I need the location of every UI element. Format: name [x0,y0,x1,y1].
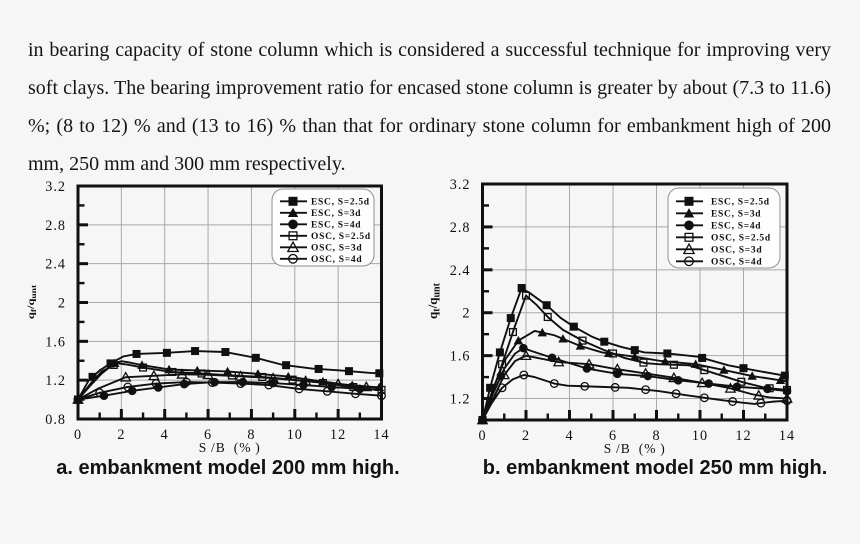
svg-text:8: 8 [247,427,255,443]
svg-text:2: 2 [462,306,470,322]
svg-text:ESC, S=3d: ESC, S=3d [711,210,761,220]
svg-text:1.2: 1.2 [450,392,471,408]
svg-text:6: 6 [609,428,617,444]
svg-text:ESC, S=4d: ESC, S=4d [711,222,761,232]
svg-text:qt/qunt: qt/qunt [425,282,443,319]
svg-text:OSC, S=2.5d: OSC, S=2.5d [711,234,771,244]
svg-text:10: 10 [692,428,708,444]
svg-text:OSC, S=4d: OSC, S=4d [311,255,362,265]
svg-text:ESC, S=2.5d: ESC, S=2.5d [711,198,770,208]
svg-text:12: 12 [735,428,751,444]
svg-text:3.2: 3.2 [450,177,471,193]
svg-text:OSC, S=3d: OSC, S=3d [311,244,362,254]
svg-text:2.4: 2.4 [450,263,471,279]
svg-text:b. embankment model 250 mm hig: b. embankment model 250 mm high. [483,457,828,479]
svg-text:0: 0 [74,427,82,443]
svg-text:14: 14 [779,428,795,444]
svg-text:OSC, S=3d: OSC, S=3d [711,246,762,256]
svg-text:12: 12 [330,427,346,443]
svg-text:4: 4 [565,428,573,444]
svg-text:2: 2 [522,428,530,444]
svg-text:0.8: 0.8 [45,412,66,428]
svg-text:1.2: 1.2 [45,373,66,389]
svg-text:2: 2 [117,427,125,443]
svg-text:OSC, S=2.5d: OSC, S=2.5d [311,232,371,242]
svg-text:10: 10 [287,427,303,443]
svg-text:S /B (% ): S /B (% ) [604,441,666,456]
svg-text:a. embankment model 200 mm hig: a. embankment model 200 mm high. [56,457,399,479]
svg-text:2.4: 2.4 [45,257,66,273]
svg-text:3.2: 3.2 [45,179,66,195]
svg-text:ESC, S=3d: ESC, S=3d [311,209,361,219]
svg-text:14: 14 [373,427,389,443]
svg-text:6: 6 [204,427,212,443]
svg-text:qf/qunt: qf/qunt [27,285,38,320]
svg-text:1.6: 1.6 [45,334,66,350]
svg-text:ESC, S=4d: ESC, S=4d [311,221,361,231]
svg-text:1.6: 1.6 [450,349,471,365]
svg-text:S /B (% ): S /B (% ) [199,440,261,455]
svg-text:2.8: 2.8 [45,218,66,234]
svg-text:ESC, S=2.5d: ESC, S=2.5d [311,198,370,208]
svg-text:2: 2 [58,296,66,312]
svg-text:OSC, S=4d: OSC, S=4d [711,258,762,268]
svg-text:8: 8 [652,428,660,444]
svg-text:2.8: 2.8 [450,220,471,236]
svg-text:4: 4 [161,427,169,443]
svg-text:0: 0 [478,428,486,444]
